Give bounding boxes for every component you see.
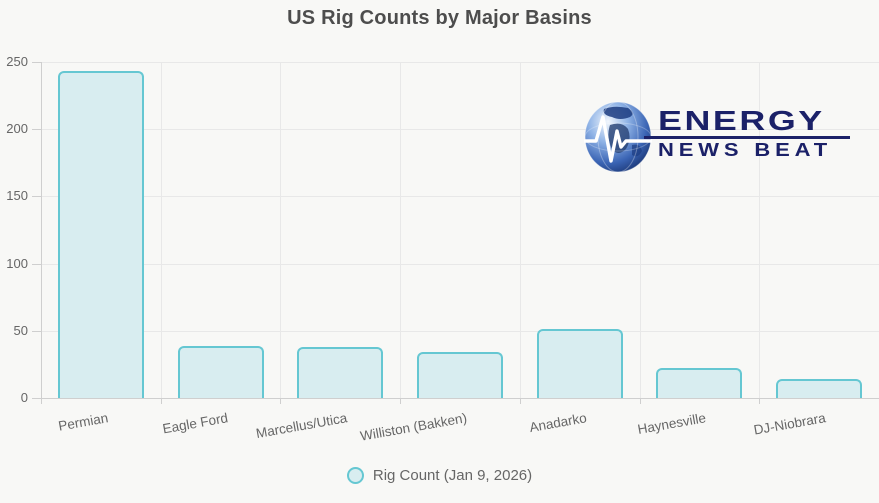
- gridline-horizontal: [41, 196, 879, 198]
- x-axis-label: Permian: [56, 410, 109, 434]
- y-axis-tick: [32, 398, 41, 399]
- x-axis-label: Williston (Bakken): [359, 410, 468, 444]
- y-axis-label: 200: [6, 121, 28, 137]
- x-axis-label: DJ-Niobrara: [752, 410, 828, 438]
- bar-marcellus-utica[interactable]: [297, 346, 384, 398]
- y-axis-label: 50: [13, 322, 28, 338]
- y-axis-tick: [32, 196, 41, 198]
- energy-news-beat-logo: ENERGY NEWS BEAT: [584, 99, 852, 179]
- x-axis-tick: [400, 398, 402, 404]
- gridline-vertical: [160, 62, 162, 398]
- legend: Rig Count (Jan 9, 2026): [0, 467, 879, 484]
- logo-text: ENERGY NEWS BEAT: [644, 107, 850, 159]
- circle-marker-icon: [346, 467, 364, 484]
- legend-item[interactable]: Rig Count (Jan 9, 2026): [372, 467, 533, 484]
- x-axis-label: Eagle Ford: [160, 410, 229, 437]
- x-axis-tick: [280, 398, 282, 404]
- y-axis-tick: [32, 62, 41, 63]
- x-axis-label: Anadarko: [528, 410, 588, 436]
- x-axis-tick: [160, 398, 162, 404]
- bar-williston-bakken-[interactable]: [417, 352, 503, 398]
- x-axis-label: Marcellus/Utica: [254, 410, 349, 442]
- y-axis-tick: [32, 129, 41, 131]
- logo-underline: [644, 136, 850, 139]
- logo-energy-text: ENERGY: [658, 105, 825, 136]
- gridline-vertical: [759, 62, 761, 398]
- bar-haynesville[interactable]: [656, 368, 743, 398]
- x-axis-tick: [519, 398, 521, 404]
- gridline-vertical: [519, 62, 521, 398]
- x-axis-line: [41, 398, 879, 399]
- y-axis-tick: [32, 263, 41, 265]
- y-axis-label: 100: [6, 255, 28, 271]
- globe-pulse-icon: [584, 101, 652, 173]
- x-axis-tick: [639, 398, 641, 404]
- bar-anadarko[interactable]: [536, 329, 623, 398]
- x-axis-tick: [41, 398, 42, 404]
- bar-permian[interactable]: [57, 71, 144, 398]
- y-axis-line: [41, 62, 42, 398]
- x-axis-label: Haynesville: [636, 410, 708, 437]
- y-axis-label: 0: [20, 390, 28, 405]
- gridline-vertical: [639, 62, 641, 398]
- bar-dj-niobrara[interactable]: [776, 379, 863, 398]
- gridline-horizontal: [41, 62, 879, 63]
- gridline-horizontal: [41, 129, 879, 131]
- x-axis-tick: [759, 398, 761, 404]
- logo-news-beat-text: NEWS BEAT: [658, 140, 833, 160]
- gridline-vertical: [400, 62, 402, 398]
- y-axis-label: 250: [6, 54, 28, 69]
- gridline-vertical: [280, 62, 282, 398]
- y-axis-tick: [32, 330, 41, 332]
- y-axis-label: 150: [6, 188, 28, 204]
- bar-eagle-ford[interactable]: [177, 345, 264, 398]
- gridline-horizontal: [41, 263, 879, 265]
- chart-title: US Rig Counts by Major Basins: [287, 7, 592, 29]
- gridline-horizontal: [41, 330, 879, 332]
